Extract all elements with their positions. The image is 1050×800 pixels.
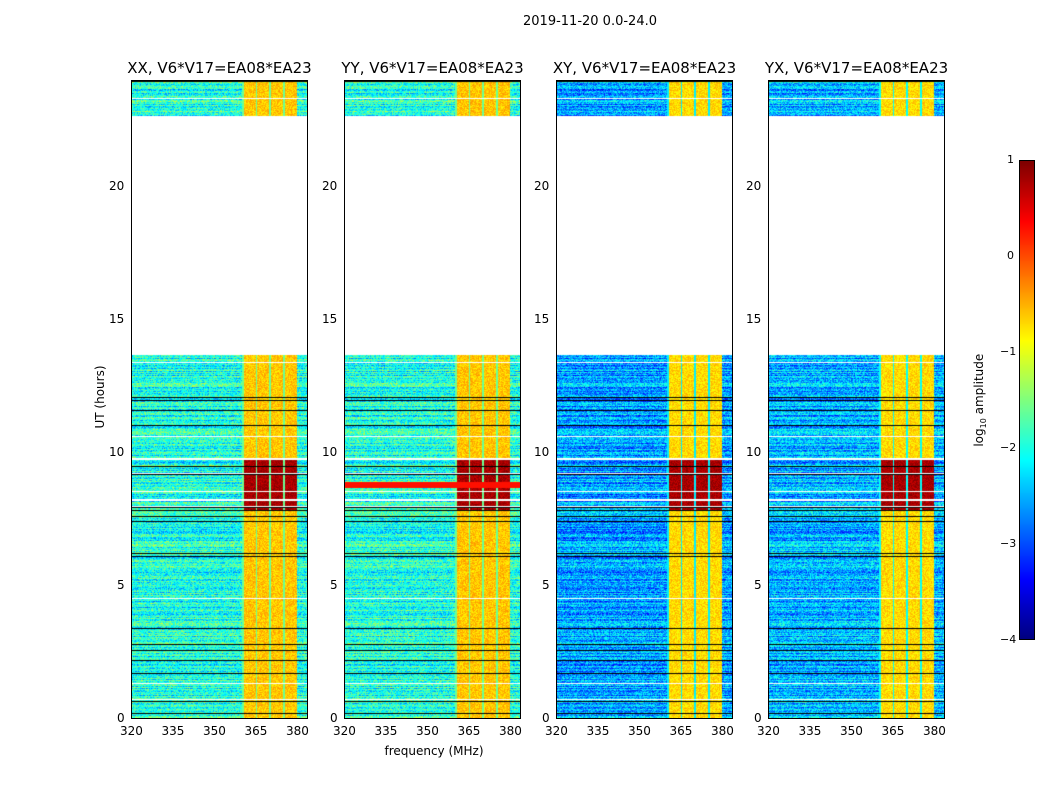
panel-title: XY, V6*V17=EA08*EA23: [552, 59, 737, 77]
y-tick-label: 20: [322, 178, 338, 193]
heatmap-panel-1: [131, 80, 308, 719]
x-tick-label: 335: [161, 724, 185, 738]
y-tick-label: 0: [117, 711, 125, 725]
x-tick-label: 380: [498, 724, 522, 738]
x-tick-label: 350: [415, 724, 439, 738]
x-tick-label: 320: [545, 724, 568, 738]
x-tick-label: 365: [669, 724, 693, 738]
x-tick-label: 380: [710, 724, 734, 738]
y-tick-label: 5: [330, 577, 338, 592]
colorbar-tick-label: −3: [1000, 537, 1017, 550]
colorbar-tick-label: −4: [1000, 633, 1017, 646]
y-tick-label: 20: [534, 178, 550, 193]
colorbar-tick-label: 0: [1007, 249, 1014, 262]
panel-title: YY, V6*V17=EA08*EA23: [341, 59, 524, 77]
x-tick-label: 380: [922, 724, 946, 738]
y-tick-label: 10: [322, 444, 338, 459]
y-tick-label: 0: [542, 711, 550, 725]
y-tick-label: 0: [330, 711, 338, 725]
x-tick-label: 365: [244, 724, 268, 738]
y-tick-label: 20: [109, 178, 125, 193]
colorbar-tick-label: 1: [1007, 153, 1014, 166]
y-tick-label: 15: [322, 311, 338, 326]
y-tick-label: 10: [109, 444, 125, 459]
panel-title: XX, V6*V17=EA08*EA23: [127, 59, 312, 77]
x-tick-label: 320: [333, 724, 356, 738]
y-tick-label: 5: [754, 577, 762, 592]
y-tick-label: 15: [746, 311, 762, 326]
x-tick-label: 365: [457, 724, 481, 738]
y-tick-label: 5: [542, 577, 550, 592]
heatmap-image: [769, 81, 944, 718]
panel-title: YX, V6*V17=EA08*EA23: [764, 59, 949, 77]
x-tick-label: 350: [627, 724, 651, 738]
x-tick-label: 335: [798, 724, 822, 738]
heatmap-image: [132, 81, 307, 718]
x-tick-label: 350: [839, 724, 863, 738]
y-tick-label: 10: [746, 444, 762, 459]
x-tick-label: 380: [285, 724, 309, 738]
x-tick-label: 365: [881, 724, 905, 738]
x-tick-label: 320: [757, 724, 780, 738]
colorbar-tick-label: −1: [1000, 345, 1017, 358]
colorbar-label: log10 amplitude: [971, 353, 989, 447]
x-tick-label: 350: [202, 724, 226, 738]
figure-title: 2019-11-20 0.0-24.0: [523, 14, 657, 29]
x-tick-label: 335: [586, 724, 610, 738]
heatmap-panel-3: [556, 80, 733, 719]
x-tick-label: 335: [374, 724, 398, 738]
heatmap-panel-2: [344, 80, 521, 719]
heatmap-panel-4: [768, 80, 945, 719]
y-tick-label: 5: [117, 577, 125, 592]
colorbar-tick-label: −2: [1000, 441, 1017, 454]
x-tick-label: 320: [120, 724, 143, 738]
y-tick-label: 15: [109, 311, 125, 326]
colorbar: [1019, 160, 1035, 640]
y-tick-label: 15: [534, 311, 550, 326]
y-tick-label: 10: [534, 444, 550, 459]
y-tick-label: 0: [754, 711, 762, 725]
x-axis-label: frequency (MHz): [384, 744, 484, 758]
y-tick-label: 20: [746, 178, 762, 193]
heatmap-image: [345, 81, 520, 718]
heatmap-image: [557, 81, 732, 718]
y-axis-label: UT (hours): [93, 365, 107, 429]
